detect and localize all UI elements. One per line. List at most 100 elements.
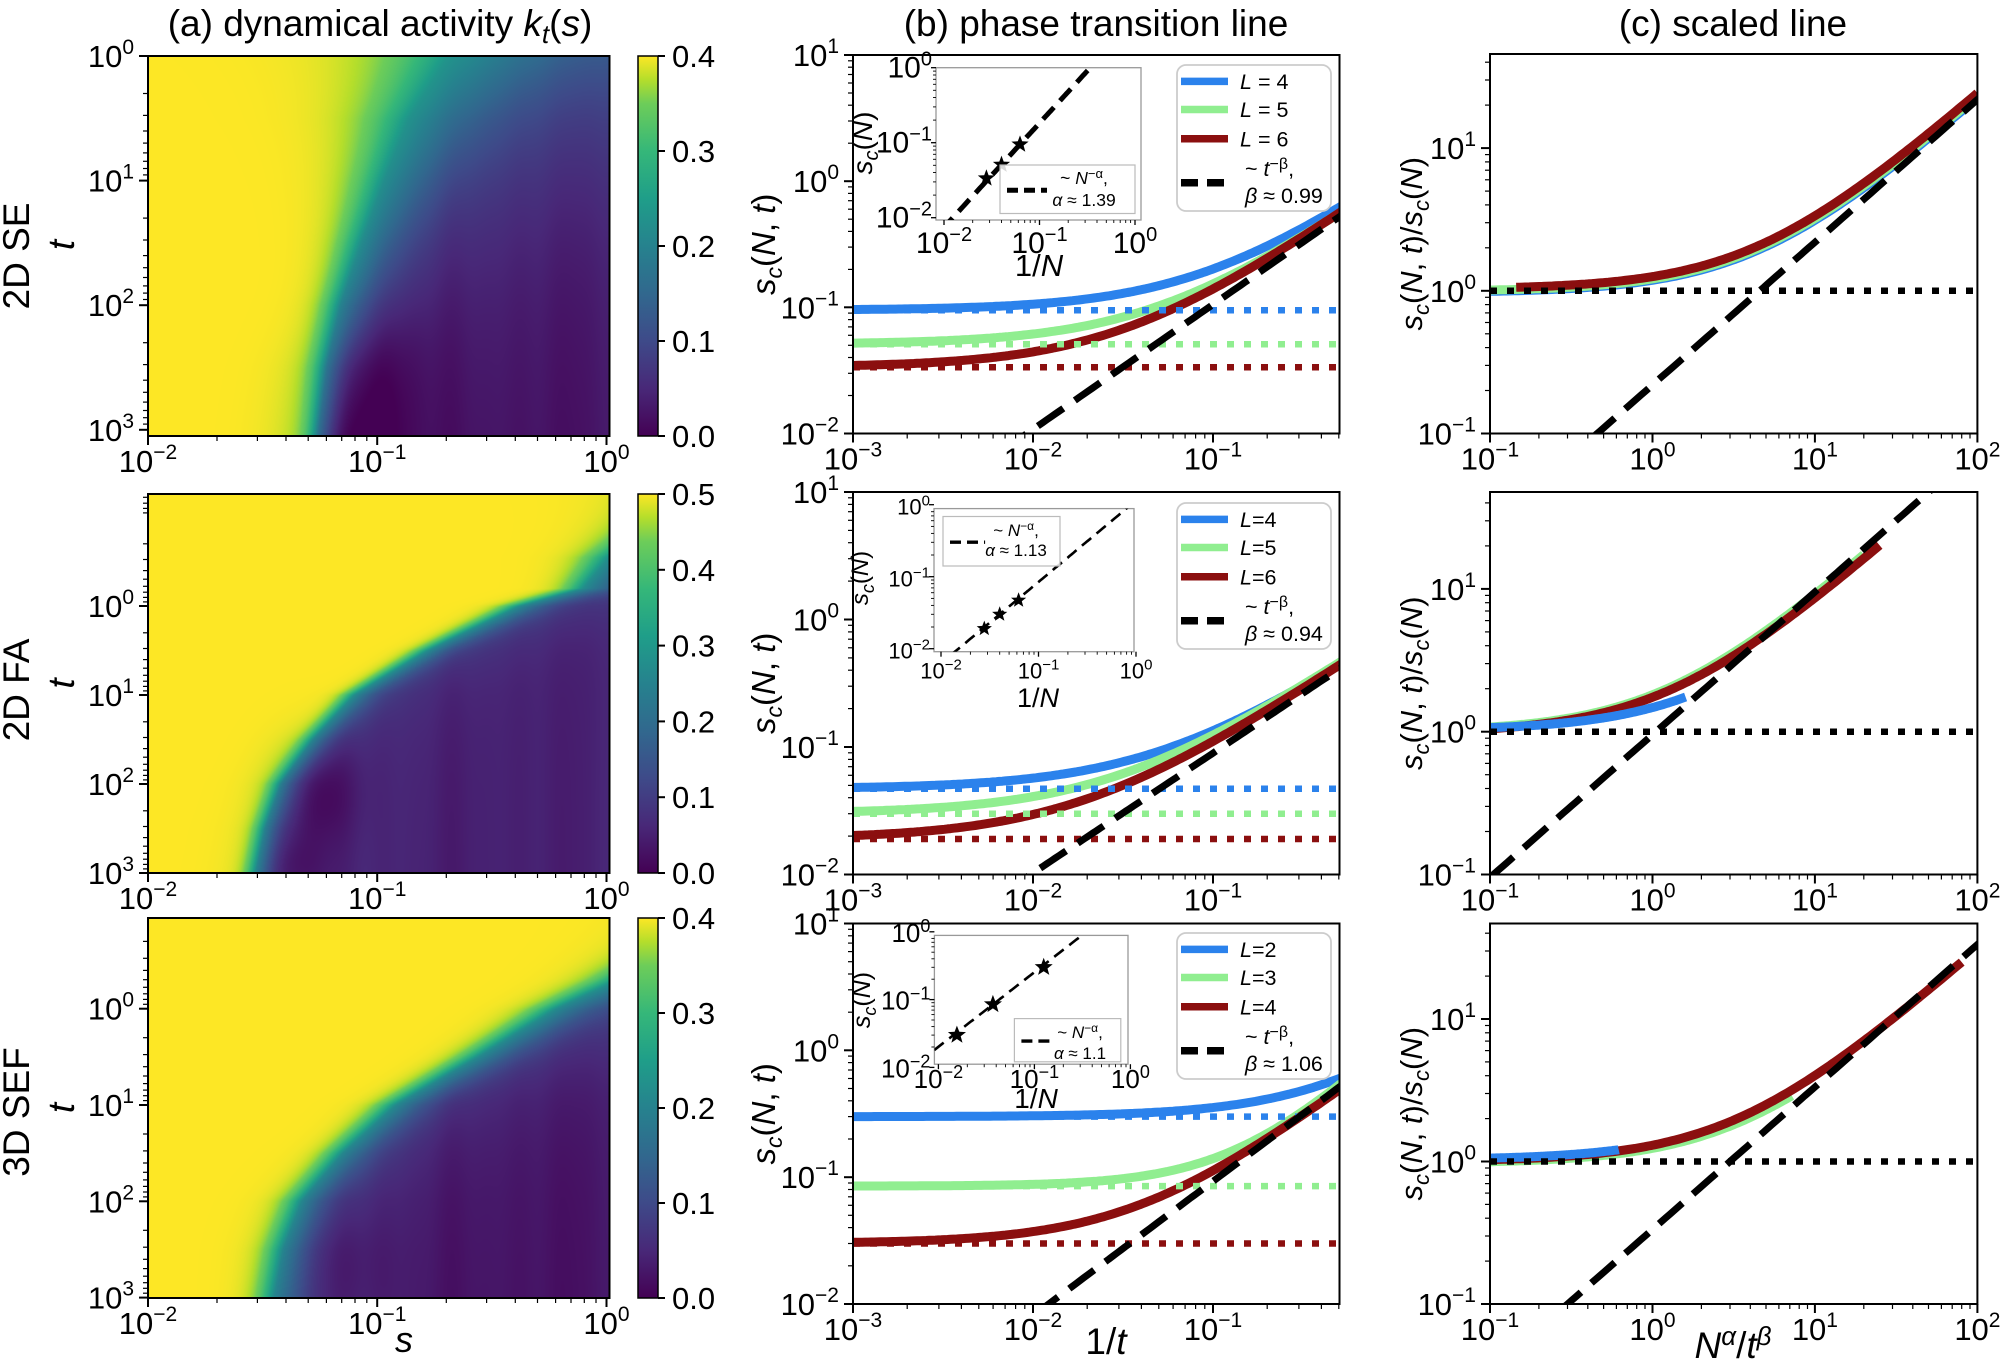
svg-text:~ N−α,: ~ N−α,: [993, 519, 1039, 540]
svg-text:102: 102: [88, 1181, 134, 1219]
svg-text:0.0: 0.0: [672, 419, 715, 454]
svg-text:100: 100: [88, 989, 134, 1027]
svg-text:0.3: 0.3: [672, 996, 715, 1031]
svg-text:100: 100: [793, 161, 839, 199]
svg-text:1/t: 1/t: [1085, 1321, 1128, 1362]
svg-text:100: 100: [888, 49, 933, 85]
svg-text:100: 100: [1111, 1062, 1150, 1094]
svg-text:100: 100: [1120, 657, 1153, 684]
svg-text:100: 100: [1113, 224, 1158, 260]
svg-text:sc(N, t)/sc(N): sc(N, t)/sc(N): [1394, 1027, 1434, 1201]
svg-text:L = 5: L = 5: [1240, 98, 1288, 122]
svg-text:β ≈ 1.06: β ≈ 1.06: [1244, 1052, 1323, 1076]
svg-text:β ≈ 0.94: β ≈ 0.94: [1244, 622, 1323, 646]
svg-text:10−1: 10−1: [348, 878, 406, 916]
svg-text:100: 100: [1629, 880, 1675, 918]
svg-text:sc(N, t)/sc(N): sc(N, t)/sc(N): [1394, 157, 1434, 331]
svg-text:L = 4: L = 4: [1240, 70, 1288, 94]
svg-text:10−2: 10−2: [916, 224, 972, 260]
svg-text:100: 100: [1430, 712, 1476, 750]
svg-text:102: 102: [1954, 880, 2000, 918]
svg-text:0.3: 0.3: [672, 629, 715, 664]
svg-text:0.2: 0.2: [672, 704, 715, 739]
svg-text:sc(N, t): sc(N, t): [745, 194, 787, 295]
svg-text:10−1: 10−1: [1461, 1309, 1519, 1347]
svg-text:(c) scaled line: (c) scaled line: [1619, 3, 1847, 44]
svg-text:L=4: L=4: [1240, 508, 1277, 532]
svg-text:102: 102: [1954, 439, 2000, 477]
svg-text:100: 100: [583, 1303, 629, 1341]
svg-text:10−1: 10−1: [881, 984, 930, 1016]
svg-text:10−1: 10−1: [1018, 657, 1060, 684]
svg-text:101: 101: [1792, 439, 1838, 477]
svg-text:100: 100: [897, 493, 930, 520]
svg-text:102: 102: [88, 285, 134, 323]
svg-text:100: 100: [88, 586, 134, 624]
svg-text:L=4: L=4: [1240, 995, 1277, 1019]
svg-text:10−1: 10−1: [348, 441, 406, 479]
svg-text:10−2: 10−2: [1004, 1309, 1062, 1347]
svg-text:t: t: [41, 1101, 82, 1113]
svg-text:101: 101: [793, 35, 839, 73]
svg-text:10−2: 10−2: [119, 1303, 177, 1341]
svg-text:101: 101: [793, 472, 839, 510]
svg-text:0.1: 0.1: [672, 780, 715, 815]
svg-text:10−2: 10−2: [920, 657, 962, 684]
svg-text:10−1: 10−1: [1184, 439, 1242, 477]
svg-text:α ≈ 1.39: α ≈ 1.39: [1052, 190, 1115, 210]
svg-text:sc(N, t): sc(N, t): [745, 1063, 787, 1164]
svg-text:10−2: 10−2: [1004, 880, 1062, 918]
svg-text:101: 101: [1792, 880, 1838, 918]
svg-text:1/N: 1/N: [1017, 683, 1060, 713]
svg-text:101: 101: [88, 1085, 134, 1123]
svg-text:10−1: 10−1: [1184, 1309, 1242, 1347]
svg-text:2D SE: 2D SE: [0, 203, 37, 310]
svg-text:α ≈ 1.1: α ≈ 1.1: [1054, 1044, 1106, 1063]
svg-text:10−2: 10−2: [119, 441, 177, 479]
svg-text:10−2: 10−2: [1004, 439, 1062, 477]
svg-text:0.1: 0.1: [672, 324, 715, 359]
svg-text:3D SEF: 3D SEF: [0, 1047, 37, 1177]
svg-text:100: 100: [1629, 439, 1675, 477]
svg-text:2D FA: 2D FA: [0, 638, 37, 741]
svg-text:10−2: 10−2: [881, 1051, 930, 1083]
svg-text:101: 101: [88, 161, 134, 199]
svg-text:10−1: 10−1: [876, 124, 932, 160]
svg-text:101: 101: [1430, 128, 1476, 166]
svg-text:sc(N, t)/sc(N): sc(N, t)/sc(N): [1394, 596, 1434, 770]
svg-text:sc(N): sc(N): [848, 972, 880, 1028]
svg-text:0.2: 0.2: [672, 1091, 715, 1126]
svg-text:10−1: 10−1: [1461, 880, 1519, 918]
svg-text:101: 101: [1792, 1309, 1838, 1347]
svg-text:1/N: 1/N: [1015, 248, 1064, 283]
svg-text:Nα/tβ: Nα/tβ: [1695, 1321, 1772, 1364]
svg-text:L=3: L=3: [1240, 966, 1277, 990]
svg-text:s: s: [395, 1319, 413, 1360]
svg-text:L = 6: L = 6: [1240, 127, 1288, 151]
svg-text:α ≈ 1.13: α ≈ 1.13: [985, 541, 1047, 560]
svg-text:0.5: 0.5: [672, 477, 715, 512]
svg-text:10−1: 10−1: [1184, 880, 1242, 918]
svg-text:101: 101: [1430, 999, 1476, 1037]
svg-text:t: t: [41, 238, 82, 250]
svg-text:(b) phase transition line: (b) phase transition line: [904, 3, 1289, 44]
svg-text:0.3: 0.3: [672, 134, 715, 169]
svg-text:103: 103: [88, 410, 134, 448]
svg-text:100: 100: [583, 878, 629, 916]
svg-text:(a) dynamical activity kt(s): (a) dynamical activity kt(s): [168, 3, 593, 49]
svg-text:101: 101: [793, 904, 839, 942]
svg-text:sc(N, t): sc(N, t): [745, 633, 787, 734]
svg-text:102: 102: [88, 764, 134, 802]
svg-text:0.1: 0.1: [672, 1186, 715, 1221]
svg-text:t: t: [41, 677, 82, 689]
svg-text:100: 100: [793, 1030, 839, 1068]
svg-text:0.2: 0.2: [672, 229, 715, 264]
svg-text:100: 100: [1430, 1142, 1476, 1180]
svg-text:β ≈ 0.99: β ≈ 0.99: [1244, 184, 1323, 208]
svg-text:100: 100: [1629, 1309, 1675, 1347]
svg-text:100: 100: [1430, 271, 1476, 309]
svg-text:10−2: 10−2: [119, 878, 177, 916]
svg-text:0.4: 0.4: [672, 901, 715, 936]
svg-text:L=6: L=6: [1240, 565, 1277, 589]
svg-text:0.4: 0.4: [672, 553, 715, 588]
